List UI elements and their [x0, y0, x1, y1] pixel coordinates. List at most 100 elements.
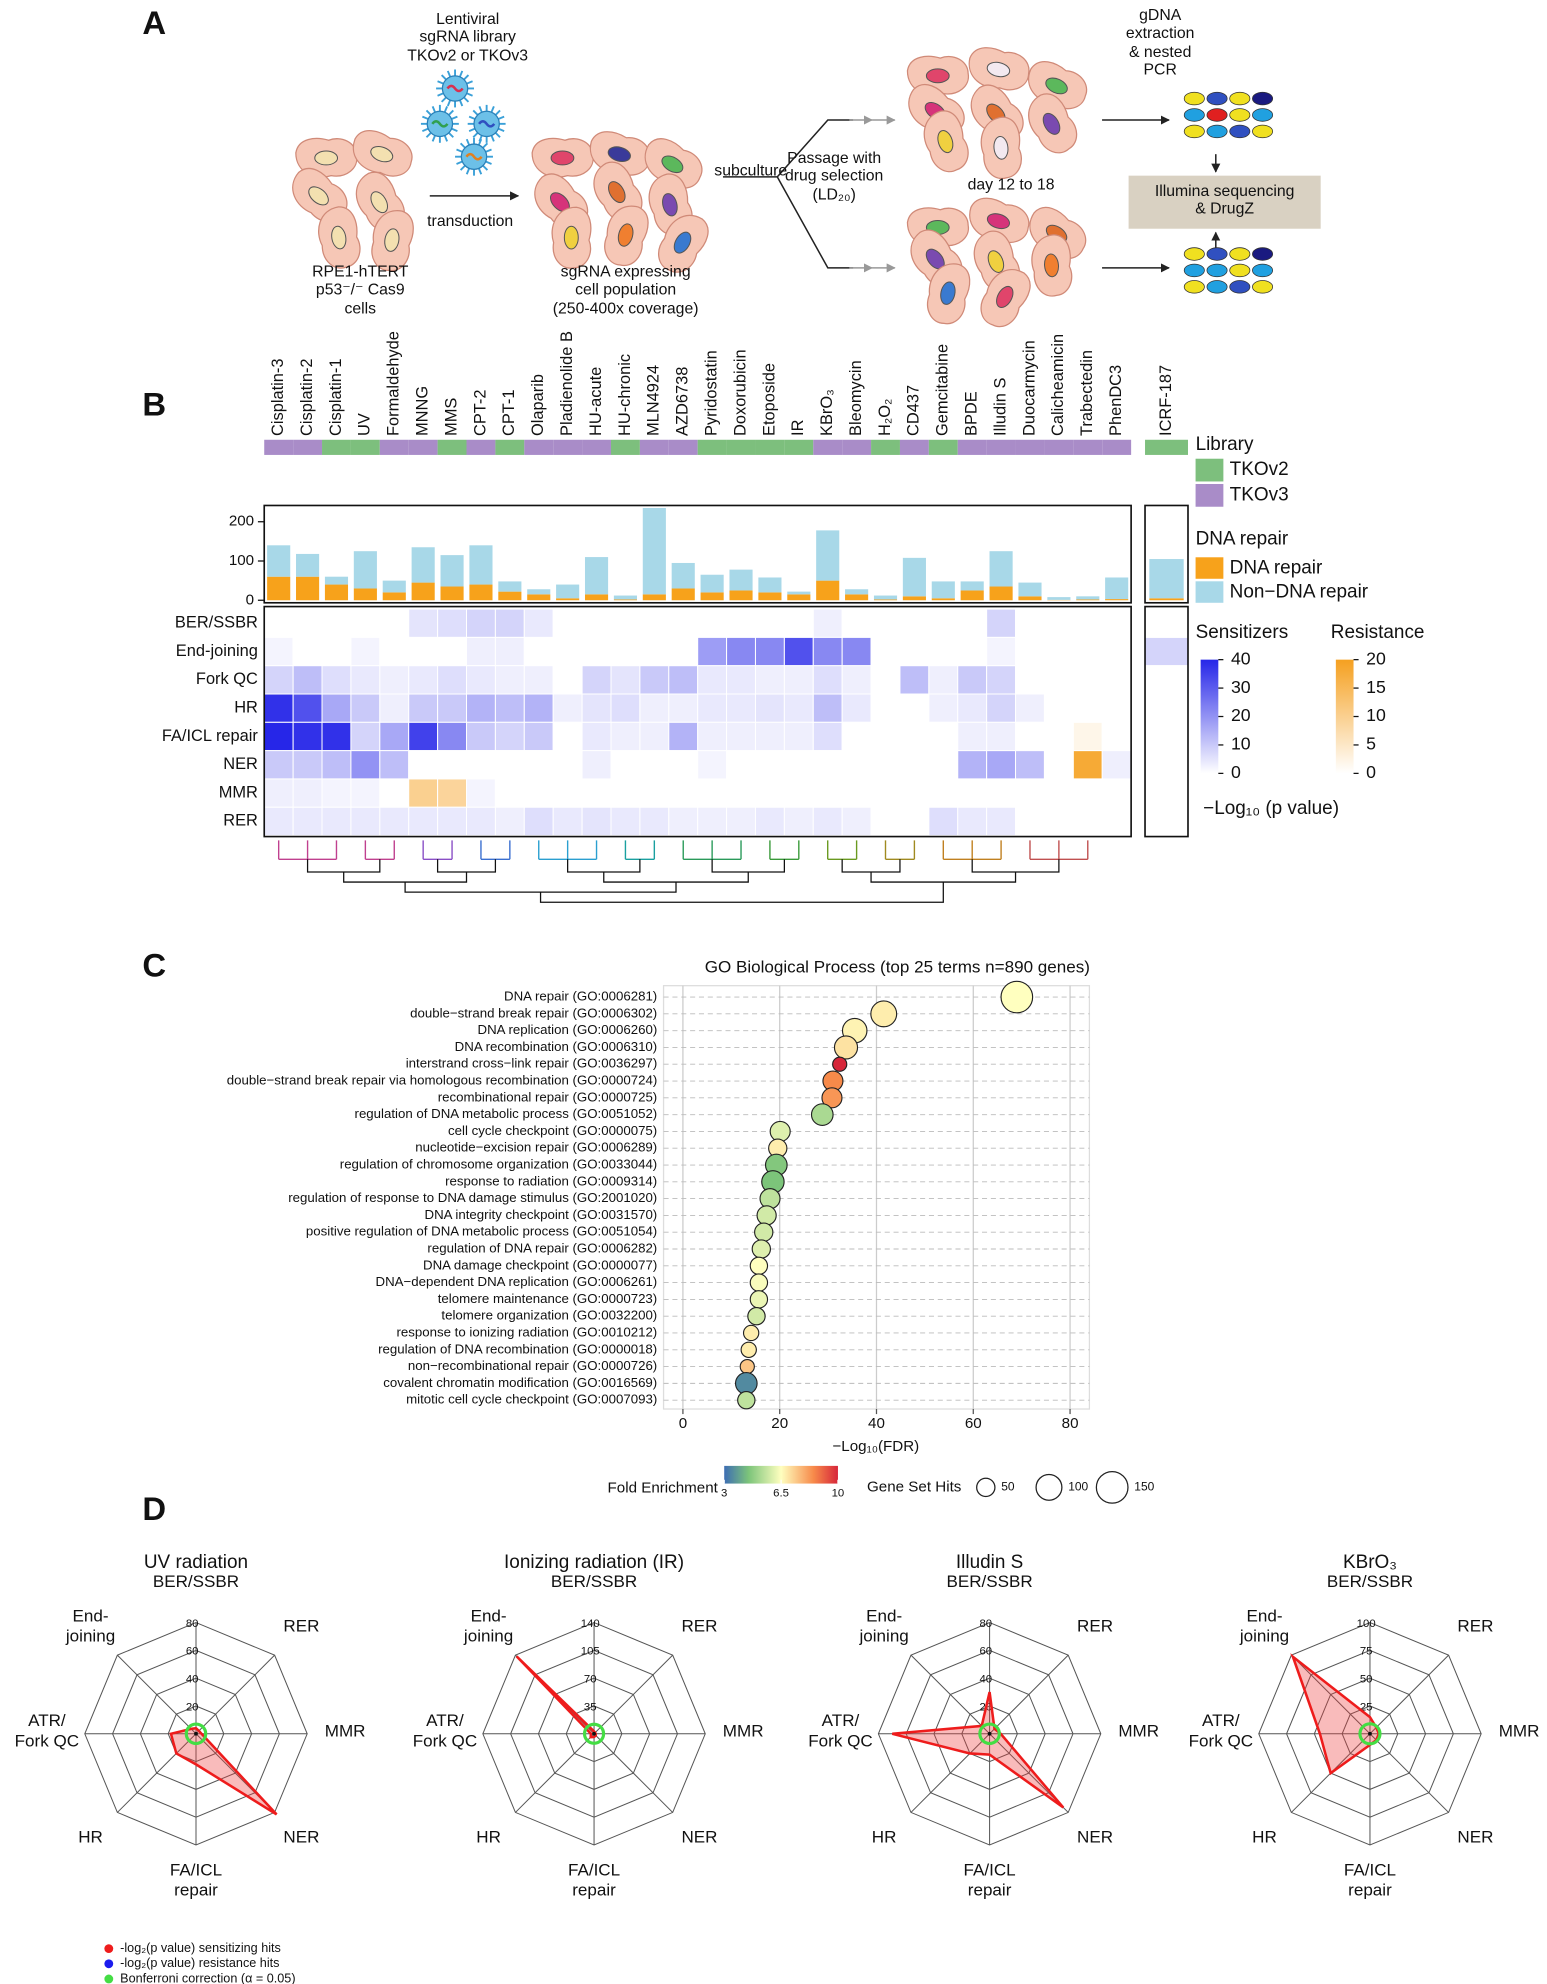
virus-spike	[485, 148, 492, 153]
heatmap-cell	[697, 806, 728, 837]
term-label: DNA replication (GO:0006260)	[478, 1022, 658, 1037]
colorbar-tick-label: 20	[1231, 705, 1251, 725]
axis-label: NER	[1077, 1826, 1114, 1846]
nucleus	[986, 61, 1011, 78]
heatmap-cell	[899, 806, 930, 837]
heatmap-cell	[494, 806, 525, 837]
column-label: Doxorubicin	[731, 349, 749, 436]
heatmap-cell	[754, 806, 785, 837]
diagram-text: sgRNA expressing cell population (250-40…	[552, 262, 699, 317]
heatmap-cell	[552, 778, 583, 808]
barcode	[1183, 124, 1205, 139]
panel-label: D	[142, 1490, 166, 1527]
heatmap-cell	[408, 721, 439, 752]
diagram-text-box: RPE1-hTERT p53⁻/⁻ Cas9 cells	[312, 263, 408, 317]
radar-tick-label: 75	[1360, 1646, 1373, 1658]
heatmap-cell	[841, 750, 872, 780]
colorbar-tick-label: 10	[1231, 734, 1251, 754]
column-label: Formaldehyde	[385, 331, 403, 436]
dendrogram-branch	[682, 840, 742, 861]
heatmap-cell	[928, 806, 959, 837]
term-label: regulation of DNA recombination (GO:0000…	[378, 1341, 657, 1356]
heatmap-cell	[726, 721, 756, 752]
bar-segment	[960, 590, 984, 601]
heatmap-cell	[928, 778, 959, 808]
heatmap-cell	[494, 693, 525, 723]
bar-segment	[556, 584, 580, 599]
axis-label-box: NER	[1077, 1826, 1114, 1846]
heatmap-cell	[610, 721, 641, 752]
heatmap-cell	[1101, 721, 1132, 752]
dendrogram-branch	[567, 859, 641, 873]
heatmap-cell	[1072, 693, 1103, 723]
colorbar-tick-label: 0	[1231, 762, 1241, 782]
colorbar	[1335, 659, 1354, 774]
diagram-text: subculture	[714, 161, 788, 180]
nucleus	[608, 181, 626, 204]
heatmap-cell	[1101, 693, 1132, 723]
heatmap-cell	[639, 693, 670, 723]
column-label: Pyridostatin	[702, 350, 720, 436]
diagram-text-box: day 12 to 18	[968, 176, 1055, 194]
heatmap-cell	[812, 721, 843, 752]
heatmap-cell	[350, 608, 381, 638]
bar-segment	[382, 592, 406, 601]
virus-spike	[497, 115, 505, 120]
axis-label: RER	[1457, 1616, 1494, 1635]
library-cell	[871, 439, 900, 455]
legend-title: Fold Enrichment	[608, 1480, 719, 1497]
row-label: NER	[223, 755, 258, 773]
heatmap-cell	[783, 778, 814, 808]
barcode	[1252, 280, 1274, 294]
radar-spoke	[1290, 1654, 1371, 1735]
axis-label-box: ATR/ Fork QC	[1189, 1712, 1253, 1751]
heatmap-cell	[552, 806, 583, 837]
colorbar	[1200, 659, 1219, 774]
bar-segment	[1105, 577, 1129, 600]
axis-label-box: RER	[1077, 1616, 1113, 1635]
heatmap-cell	[466, 806, 496, 837]
dendrogram-branch	[884, 840, 916, 861]
virus-spike	[425, 132, 432, 138]
radar-spoke	[593, 1733, 674, 1813]
bar-segment	[729, 569, 753, 591]
heatmap-cell	[697, 778, 728, 808]
heatmap-cell	[1072, 806, 1103, 837]
radar-spoke	[515, 1733, 595, 1813]
column-label: HU-acute	[587, 367, 605, 436]
radar-tick-label: 105	[581, 1646, 600, 1658]
bar-segment	[902, 596, 926, 601]
heatmap-cell	[928, 636, 959, 667]
library-cell	[1102, 439, 1132, 455]
threshold-circle	[978, 1722, 1001, 1746]
heatmap-cell	[899, 665, 930, 695]
heatmap-cell	[494, 721, 525, 752]
heatmap-cell	[812, 636, 843, 667]
heatmap-cell	[668, 693, 699, 723]
heatmap-cell	[986, 806, 1017, 837]
heatmap-cell	[870, 778, 901, 808]
bar-segment	[671, 588, 695, 601]
dendrogram-branch	[480, 840, 511, 861]
column-label: AZD6738	[674, 367, 692, 436]
cell	[658, 214, 709, 273]
axis-label: HR	[78, 1826, 103, 1846]
colorbar-tick-label: 6.5	[773, 1488, 789, 1500]
diagram-text-box: sgRNA expressing cell population (250-40…	[552, 262, 699, 317]
dendrogram-branch	[1029, 840, 1089, 861]
virus-spike	[443, 135, 449, 142]
library-cell	[957, 439, 987, 455]
bar-segment	[873, 595, 898, 600]
size-legend-dot	[1095, 1470, 1129, 1504]
legend-title: DNA repair	[1196, 529, 1289, 550]
column-label: Bleomycin	[847, 360, 865, 436]
bar-segment	[613, 595, 637, 600]
heatmap-cell	[321, 608, 352, 638]
barcode	[1206, 124, 1228, 139]
column-label: UV	[356, 413, 374, 436]
bar-segment	[816, 580, 840, 601]
dendrogram-branch	[971, 859, 1060, 873]
heatmap-cell	[986, 750, 1017, 780]
barcode	[1229, 108, 1251, 122]
radar-tick-label: 60	[186, 1646, 199, 1658]
